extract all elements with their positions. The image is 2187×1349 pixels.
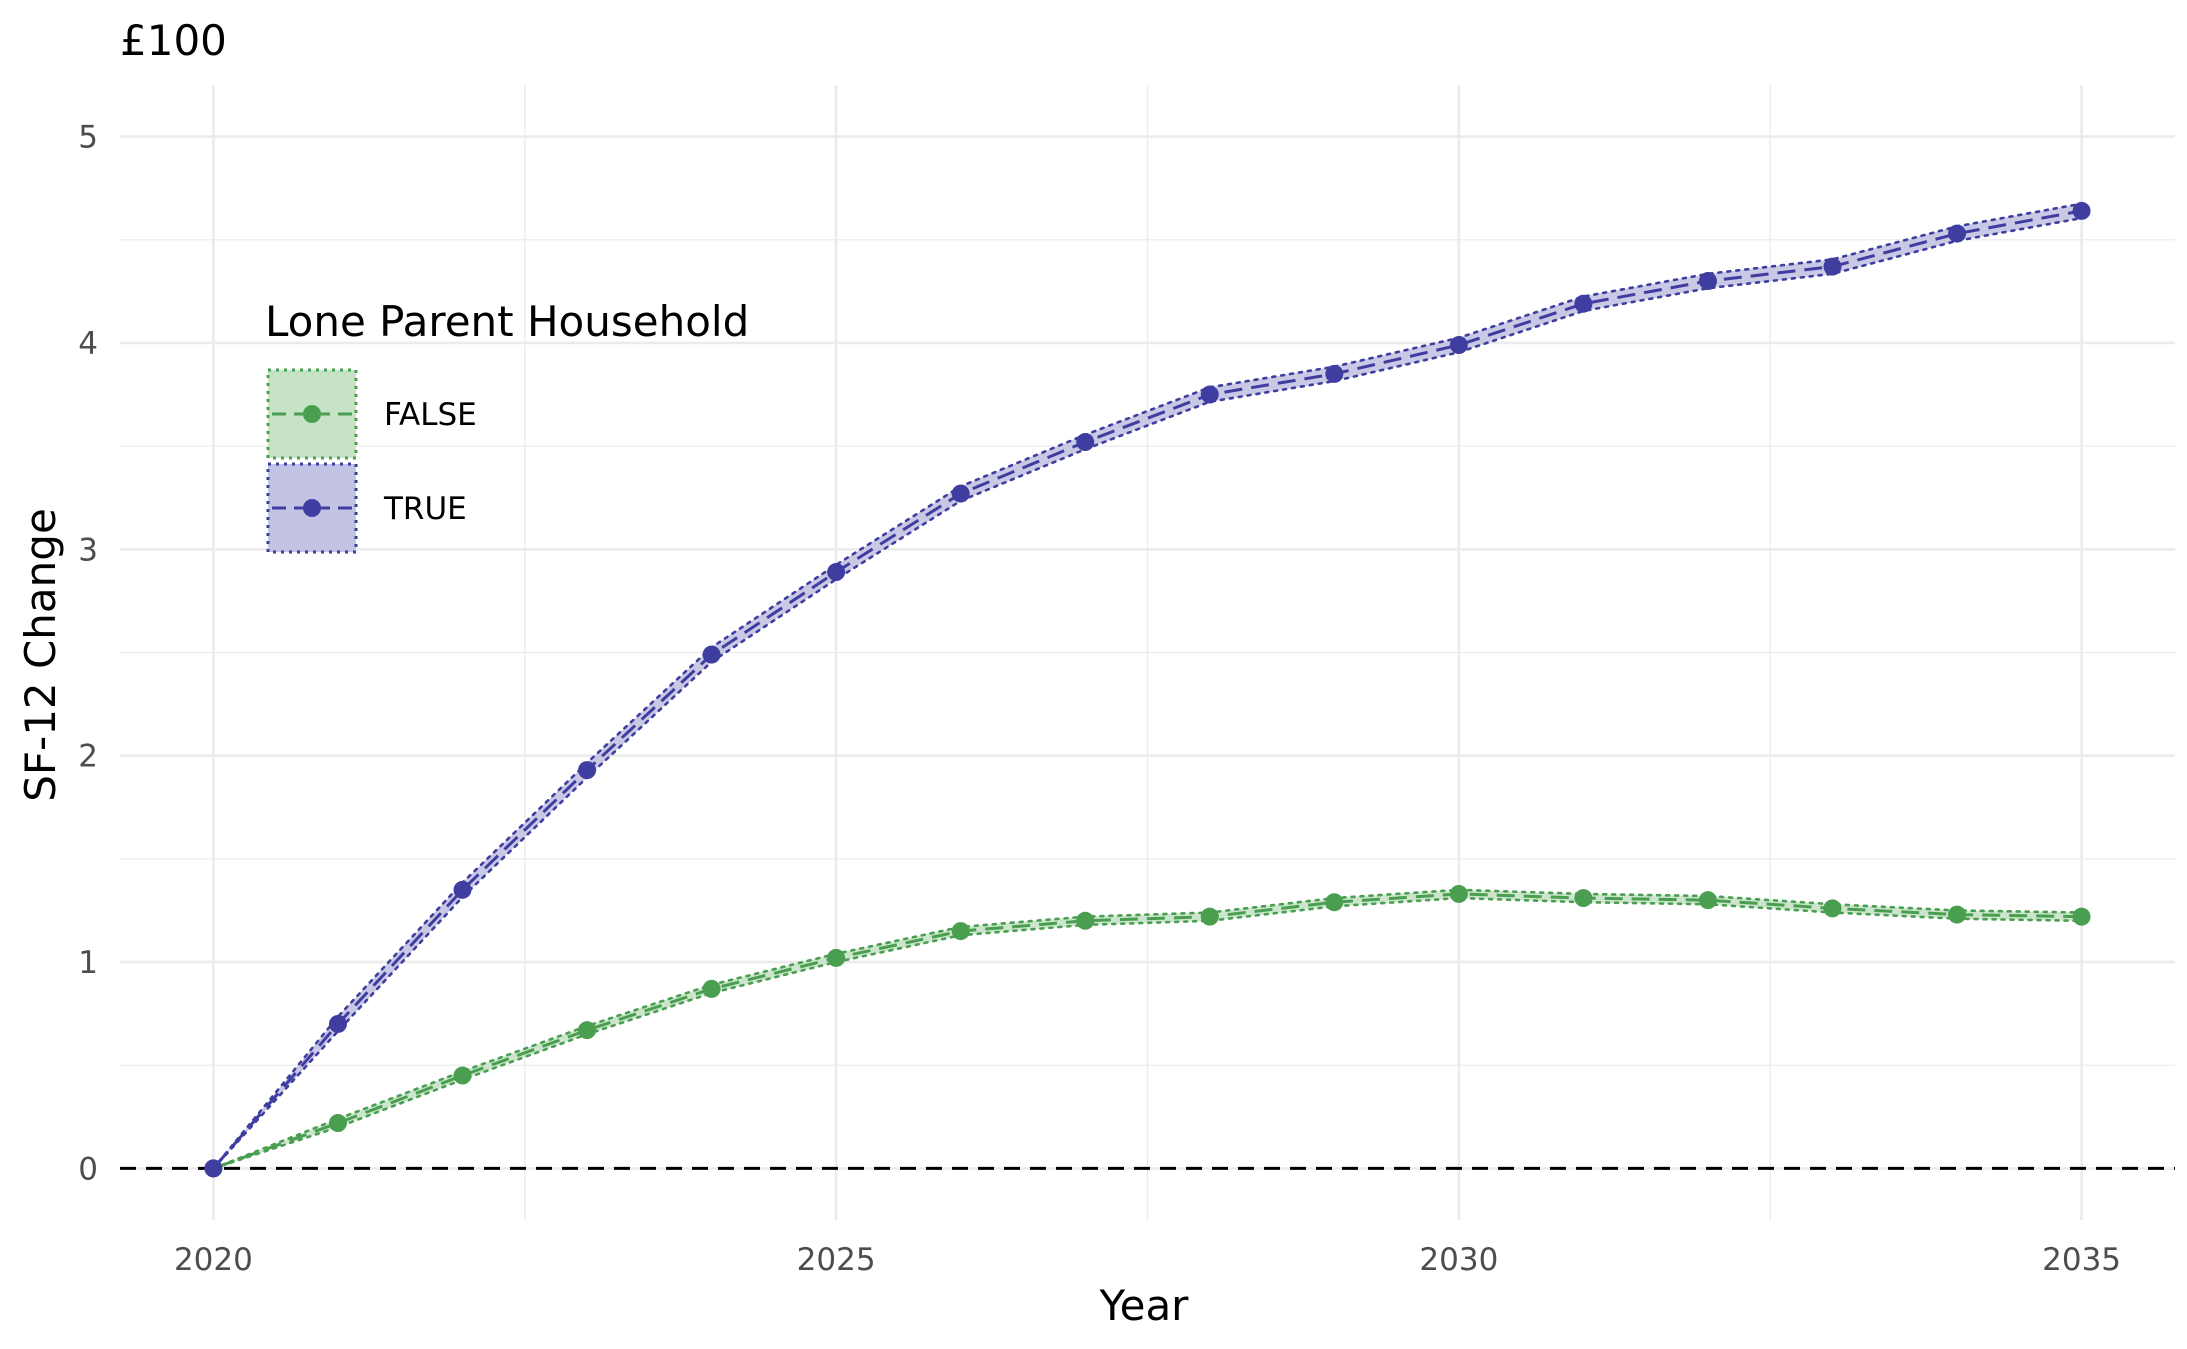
y-tick-label: 3 [78,532,98,568]
y-tick-label: 1 [78,945,98,981]
point-false [1948,905,1967,924]
point-true [1325,364,1344,383]
legend-item-false: FALSE [266,368,477,460]
point-true [1076,433,1095,452]
point-true [1449,336,1468,355]
point-false [1200,907,1219,926]
x-tick-label: 2020 [174,1242,253,1278]
series-line-true [212,209,2082,1170]
x-axis-title: Year [1099,1281,1190,1330]
series-points [204,201,2091,1178]
point-true [453,880,472,899]
point-true [2072,201,2091,220]
grid [120,85,2175,1220]
point-false [2072,907,2091,926]
y-tick-label: 0 [78,1151,98,1187]
point-true [827,563,846,582]
plot-title: £100 [120,16,227,65]
point-true [1200,385,1219,404]
point-false [1325,893,1344,912]
legend-key-point-true [303,499,321,517]
point-false [1449,884,1468,903]
band-upper-false [212,888,2083,1170]
point-false [453,1066,472,1085]
point-false [1076,911,1095,930]
x-tick-label: 2025 [797,1242,876,1278]
point-true [578,761,597,780]
legend-label-true: TRUE [383,491,467,527]
band-lower-true [212,216,2083,1170]
point-true [702,645,721,664]
y-tick-label: 5 [78,120,98,156]
point-true [1574,294,1593,313]
point-true [1948,224,1967,243]
y-axis-title: SF-12 Change [16,508,65,802]
legend-item-true: TRUE [266,462,467,554]
point-false [951,922,970,941]
series-line-false [212,892,2082,1170]
point-false [702,979,721,998]
y-tick-label: 2 [78,739,98,775]
y-axis-ticks: 0 1 2 3 4 5 [78,120,98,1188]
point-true [328,1014,347,1033]
point-true [951,484,970,503]
point-false [1698,891,1717,910]
point-true [204,1159,223,1178]
legend-label-false: FALSE [384,397,477,433]
point-false [578,1021,597,1040]
y-tick-label: 4 [78,326,98,362]
x-axis-ticks: 2020 2025 2030 2035 [174,1242,2121,1278]
x-tick-label: 2030 [1419,1242,1498,1278]
point-true [1823,257,1842,276]
series-lines [212,202,2083,1170]
point-true [1698,272,1717,291]
x-tick-label: 2035 [2042,1242,2121,1278]
point-false [827,948,846,967]
band-lower-false [212,896,2083,1170]
legend-title: Lone Parent Household [265,297,749,346]
point-false [328,1114,347,1133]
point-false [1823,899,1842,918]
legend: Lone Parent Household FALSE TRUE [265,297,749,554]
point-false [1574,889,1593,908]
legend-key-point-false [303,405,321,423]
